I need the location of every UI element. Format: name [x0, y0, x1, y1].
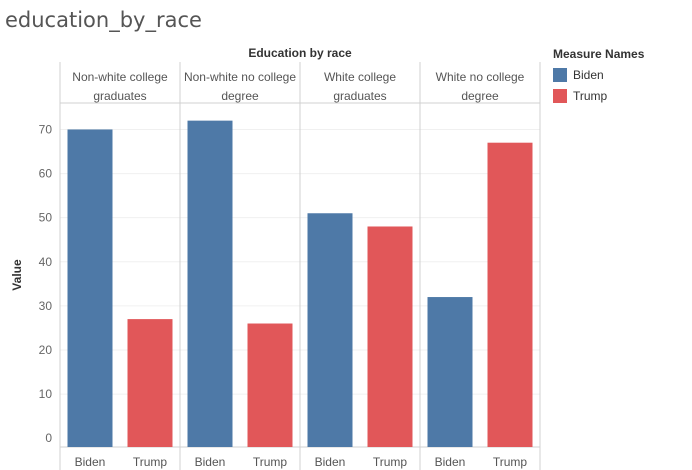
group-header-label: White college	[324, 70, 396, 84]
x-tick-label: Biden	[435, 455, 466, 469]
x-tick-label: Trump	[373, 455, 408, 469]
y-tick-label: 30	[39, 299, 53, 313]
x-tick-label: Trump	[493, 455, 528, 469]
y-tick-label: 40	[39, 255, 53, 269]
y-tick-label: 60	[39, 167, 53, 181]
bar-trump	[127, 319, 173, 447]
x-tick-label: Biden	[75, 455, 106, 469]
legend-label-trump: Trump	[573, 89, 608, 103]
legend: Measure Names Biden Trump	[553, 47, 644, 109]
legend-swatch-biden	[553, 68, 567, 82]
legend-swatch-trump	[553, 89, 567, 103]
sheet-title: education_by_race	[5, 8, 202, 32]
group-header-label: degree	[221, 89, 259, 103]
bar-trump	[367, 226, 413, 447]
bar-biden	[187, 120, 233, 448]
y-axis-label: Value	[10, 259, 24, 291]
bar-biden	[307, 213, 353, 447]
y-tick-label: 10	[39, 387, 53, 401]
group-header-label: graduates	[333, 89, 386, 103]
x-tick-label: Trump	[133, 455, 168, 469]
x-tick-label: Biden	[195, 455, 226, 469]
bar-biden	[427, 297, 473, 447]
y-tick-label: 20	[39, 343, 53, 357]
x-tick-label: Biden	[315, 455, 346, 469]
group-header-label: Non-white no college	[184, 70, 296, 84]
y-tick-label: 70	[39, 122, 53, 136]
group-header-label: Non-white college	[72, 70, 168, 84]
bar-trump	[487, 142, 533, 447]
legend-item-trump[interactable]: Trump	[553, 88, 644, 104]
y-tick-label: 0	[45, 431, 52, 445]
legend-title: Measure Names	[553, 47, 645, 61]
group-header-label: degree	[461, 89, 499, 103]
y-tick-label: 50	[39, 211, 53, 225]
group-header-label: graduates	[93, 89, 146, 103]
bar-biden	[67, 129, 113, 447]
bar-trump	[247, 323, 293, 447]
group-header-label: White no college	[436, 70, 525, 84]
legend-item-biden[interactable]: Biden	[553, 67, 644, 83]
x-tick-label: Trump	[253, 455, 288, 469]
chart-title: Education by race	[248, 46, 352, 60]
legend-label-biden: Biden	[573, 68, 604, 82]
